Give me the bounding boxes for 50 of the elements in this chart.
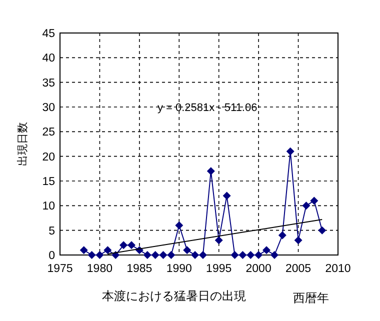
point	[143, 251, 152, 259]
y-tick-label: 5	[48, 225, 55, 238]
x-tick-label: 2010	[325, 263, 351, 275]
x-tick-label: 1995	[206, 263, 232, 275]
y-tick-label: 35	[42, 77, 55, 90]
y-tick-label: 10	[42, 200, 55, 213]
y-tick-label: 15	[42, 176, 55, 188]
y-tick-label: 25	[42, 126, 55, 139]
y-tick-label: 45	[42, 28, 55, 40]
x-tick-label: 1975	[47, 263, 73, 275]
y-tick-label: 0	[48, 250, 55, 262]
x-axis-title: 西暦年	[293, 291, 329, 305]
point	[254, 251, 263, 259]
point	[230, 251, 239, 259]
y-tick-label: 20	[42, 151, 55, 164]
point	[262, 246, 271, 254]
point	[246, 251, 255, 259]
point	[80, 246, 88, 254]
y-axis-title: 出現日数	[16, 122, 29, 166]
point	[318, 226, 326, 234]
point	[167, 251, 176, 259]
point	[302, 202, 310, 210]
point	[214, 236, 223, 244]
point	[198, 251, 207, 259]
point	[104, 246, 112, 254]
point	[222, 192, 231, 200]
point	[88, 251, 96, 259]
point	[175, 221, 184, 230]
point	[206, 167, 215, 176]
y-tick-label: 40	[42, 52, 55, 65]
x-tick-label: 1980	[86, 263, 113, 275]
point	[278, 231, 286, 240]
point	[183, 246, 192, 254]
point	[294, 236, 302, 244]
x-tick-label: 1990	[166, 263, 192, 275]
point	[191, 251, 200, 259]
point	[310, 196, 318, 205]
point	[127, 241, 136, 250]
text: 本渡における猛暑日の出現	[102, 289, 246, 303]
point	[120, 241, 128, 250]
point	[96, 251, 104, 259]
y-tick-label: 30	[42, 102, 55, 114]
point	[286, 147, 294, 156]
point	[151, 251, 160, 259]
point	[238, 251, 247, 259]
point	[159, 251, 168, 259]
x-tick-label: 1985	[126, 263, 152, 275]
point	[270, 251, 278, 259]
x-tick-label: 2005	[285, 263, 312, 275]
x-tick-label: 2000	[246, 263, 272, 275]
